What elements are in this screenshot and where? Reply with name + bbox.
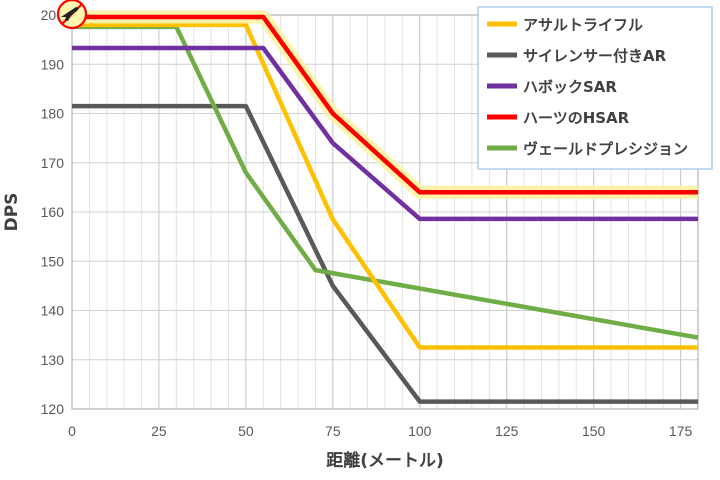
y-tick-label: 180 <box>41 106 65 122</box>
x-tick-label: 100 <box>408 423 432 439</box>
series-line-4 <box>72 14 698 195</box>
x-tick-label: 25 <box>151 423 167 439</box>
y-tick-label: 140 <box>41 303 65 319</box>
x-axis-ticks: 0 25 50 75 100 125 150 175 <box>68 423 692 439</box>
y-tick-label: 150 <box>41 253 65 269</box>
x-tick-label: 125 <box>495 423 519 439</box>
legend-label: ハーツのHSAR <box>523 109 630 127</box>
series-line-1 <box>72 22 698 350</box>
y-tick-label: 130 <box>41 352 65 368</box>
x-tick-label: 50 <box>238 423 254 439</box>
x-tick-label: 175 <box>669 423 693 439</box>
y-tick-label: 160 <box>41 204 65 220</box>
x-tick-label: 150 <box>582 423 606 439</box>
x-tick-label: 0 <box>68 423 76 439</box>
y-tick-label: 190 <box>41 56 65 72</box>
y-tick-label: 120 <box>41 401 65 417</box>
plot-area-frame <box>71 14 699 410</box>
legend-label: アサルトライフル <box>523 16 643 34</box>
x-axis-title: 距離(メートル) <box>326 450 444 471</box>
series-line-2 <box>72 103 698 404</box>
legend-label: ヴェールドプレシジョン <box>523 140 688 158</box>
x-tick-label: 75 <box>325 423 341 439</box>
gun-badge-icon <box>56 0 88 30</box>
legend-label: サイレンサー付きAR <box>523 47 667 65</box>
series-line-3 <box>72 45 698 222</box>
y-tick-label: 170 <box>41 155 65 171</box>
y-axis-title: DPS <box>2 193 22 232</box>
legend-label: ハボックSAR <box>523 78 617 96</box>
series-lines <box>72 10 699 404</box>
